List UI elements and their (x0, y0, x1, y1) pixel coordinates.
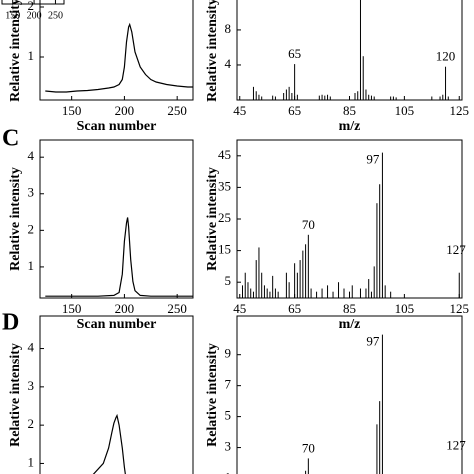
x-axis-label: Scan number (77, 119, 157, 134)
y-tick-label: 9 (225, 346, 232, 361)
peak-label: 97 (366, 334, 380, 349)
y-tick-label: 2 (28, 221, 35, 236)
chromatogram-line (45, 217, 193, 297)
y-axis-label: Relative intensity (8, 343, 23, 447)
x-tick-label: 85 (343, 301, 356, 316)
y-tick-label: 7 (225, 377, 232, 392)
x-tick-label: 150 (62, 301, 82, 316)
axes-frame (236, 0, 463, 101)
y-tick-label: 45 (218, 147, 231, 162)
x-tick-label: 45 (233, 103, 246, 118)
x-axis-label: Scan number (77, 317, 157, 332)
y-tick-label: 35 (218, 178, 231, 193)
y-axis-label: Relative intensity (205, 0, 220, 102)
y-tick-label: 1 (28, 454, 35, 469)
x-tick-label: 150 (62, 103, 82, 118)
plot-area (305, 334, 462, 474)
x-tick-label: 250 (48, 10, 63, 21)
plot-area (45, 22, 193, 93)
x-tick-label: 45 (233, 301, 246, 316)
x-axis-label: m/z (339, 317, 361, 332)
y-tick-label: 4 (225, 56, 232, 71)
chromatogram-line (45, 22, 193, 93)
x-tick-label: 250 (167, 301, 187, 316)
plot-area (45, 217, 193, 297)
y-tick-label: 3 (225, 439, 232, 454)
peak-label: 70 (302, 440, 315, 455)
y-tick-label: 1 (28, 258, 35, 273)
axes-frame (39, 0, 194, 101)
x-tick-label: 200 (115, 103, 135, 118)
x-tick-label: 125 (450, 301, 470, 316)
x-tick-label: 65 (288, 301, 301, 316)
y-tick-label: 5 (225, 408, 232, 423)
peak-label: 70 (302, 217, 315, 232)
plot-area (252, 0, 449, 100)
y-tick-label: 15 (218, 242, 231, 257)
y-tick-label: 4 (28, 148, 35, 163)
x-tick-label: 105 (395, 103, 415, 118)
x-tick-label: 200 (115, 301, 135, 316)
chromatogram-line (92, 413, 126, 474)
y-tick-label: 1 (28, 48, 35, 63)
y-axis-label: Relative intensity (205, 167, 220, 271)
x-tick-label: 85 (343, 103, 356, 118)
peak-label: 65 (288, 46, 301, 61)
y-axis-label: Relative intensity (8, 0, 23, 102)
y-tick-label: 2 (28, 416, 35, 431)
y-tick-label: 25 (218, 210, 231, 225)
x-tick-label: 250 (167, 103, 187, 118)
panel-label: D (2, 310, 19, 336)
y-axis-label: Relative intensity (205, 343, 220, 447)
y-tick-label: 4 (28, 340, 35, 355)
plot-area (92, 413, 126, 474)
x-tick-label: 105 (395, 301, 415, 316)
axes-frame (39, 315, 194, 474)
peak-label: 97 (366, 152, 380, 167)
x-tick-label: 125 (450, 103, 470, 118)
x-tick-label: 150 (5, 10, 20, 21)
plot-area (241, 152, 462, 298)
axes-frame (236, 139, 463, 299)
peak-label: 127 (446, 437, 466, 452)
y-tick-label: 3 (28, 378, 35, 393)
x-axis-label: m/z (339, 119, 361, 134)
x-tick-label: 65 (288, 103, 301, 118)
y-tick-label: 8 (225, 21, 232, 36)
y-tick-label: 5 (225, 273, 232, 288)
panel-label: C (2, 126, 19, 152)
axes-frame (39, 139, 194, 299)
y-tick-label: 3 (28, 185, 35, 200)
y-axis-label: Relative intensity (8, 167, 23, 271)
peak-label: 127 (446, 242, 466, 257)
y-tick-label: 2 (28, 0, 35, 13)
axes-frame (236, 315, 463, 474)
axes-frame (1, 0, 65, 5)
y-tick-label: 1 (225, 470, 232, 474)
x-tick-label: 200 (27, 10, 42, 21)
peak-label: 120 (436, 49, 456, 64)
